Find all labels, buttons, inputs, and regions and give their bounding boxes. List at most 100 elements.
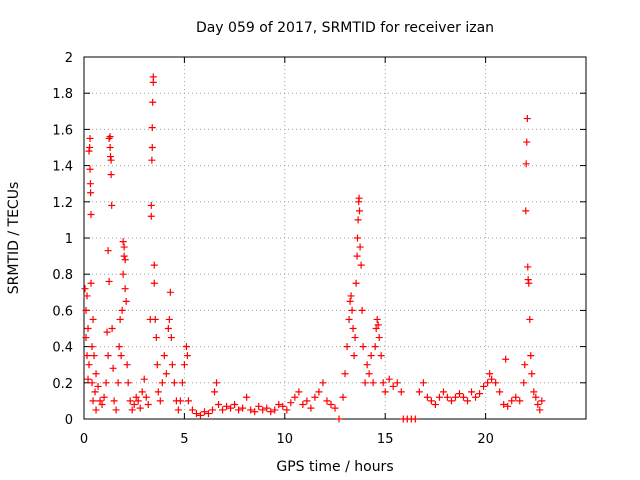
data-point	[243, 393, 251, 401]
data-point	[104, 247, 112, 255]
data-point	[287, 399, 295, 407]
data-point	[108, 325, 116, 332]
data-point	[327, 401, 335, 409]
data-point	[150, 261, 158, 269]
data-point	[84, 375, 92, 383]
y-tick-label: 1.6	[52, 123, 73, 138]
data-point	[105, 277, 113, 285]
data-point	[251, 408, 259, 416]
data-point	[90, 352, 98, 360]
data-point	[521, 361, 529, 369]
data-point	[231, 401, 239, 409]
data-point	[223, 402, 231, 410]
data-point	[128, 406, 136, 414]
data-point	[319, 379, 327, 387]
data-point	[176, 397, 184, 405]
data-point	[142, 393, 150, 401]
data-point	[451, 393, 459, 401]
data-point	[523, 138, 531, 146]
data-point	[356, 243, 364, 251]
data-point	[153, 361, 161, 369]
data-point	[119, 238, 127, 246]
data-point	[160, 352, 168, 360]
y-tick-label: 0	[65, 413, 73, 428]
data-point	[148, 124, 156, 132]
data-point	[148, 156, 156, 164]
data-point	[147, 201, 155, 209]
data-point	[279, 402, 287, 410]
data-point	[508, 397, 516, 405]
data-point	[348, 306, 356, 314]
grid-lines	[84, 57, 586, 419]
data-point	[120, 252, 128, 260]
data-point	[385, 375, 393, 383]
data-point	[299, 401, 307, 409]
data-point	[180, 361, 188, 369]
data-point	[104, 352, 112, 360]
data-point	[393, 379, 401, 387]
data-point	[83, 352, 91, 360]
data-point	[530, 388, 538, 396]
data-point	[492, 379, 500, 387]
data-point	[115, 343, 123, 351]
data-point	[121, 256, 129, 264]
data-point	[149, 73, 157, 81]
data-point	[209, 406, 217, 414]
data-point	[196, 411, 204, 419]
data-point	[94, 382, 102, 390]
data-point	[536, 406, 544, 414]
data-point	[107, 171, 115, 179]
data-point	[148, 144, 156, 151]
data-point	[132, 393, 140, 401]
data-point	[156, 397, 164, 405]
data-point	[117, 352, 125, 360]
data-point	[162, 370, 170, 378]
data-point	[524, 263, 532, 271]
data-point	[271, 406, 279, 414]
data-point	[367, 352, 375, 360]
data-point	[147, 212, 155, 220]
data-point	[516, 397, 524, 405]
axis-ticks: 00.20.40.60.811.21.41.61.820 5 10 15 20	[52, 51, 586, 447]
data-point	[170, 379, 178, 387]
data-point	[184, 397, 192, 405]
data-point	[123, 361, 131, 369]
data-point	[86, 165, 94, 173]
data-point	[373, 315, 381, 323]
data-point	[87, 279, 95, 287]
data-point	[525, 279, 533, 287]
data-point	[311, 393, 319, 401]
data-point	[345, 315, 353, 323]
data-point	[154, 388, 162, 396]
data-point	[107, 153, 115, 161]
data-point	[371, 343, 379, 351]
x-tick-label: 15	[377, 432, 394, 447]
data-point	[379, 379, 387, 387]
data-point	[488, 375, 496, 383]
data-point	[102, 379, 110, 387]
data-point	[215, 401, 223, 409]
data-point	[151, 315, 159, 323]
data-point	[98, 401, 106, 409]
data-point	[534, 401, 542, 409]
data-point	[365, 370, 373, 378]
data-point	[124, 379, 132, 387]
data-point	[358, 306, 366, 314]
data-point	[144, 401, 152, 409]
data-point	[89, 397, 97, 405]
data-point	[343, 343, 351, 351]
data-point	[532, 393, 540, 401]
data-point	[357, 261, 365, 269]
data-point	[235, 406, 243, 414]
data-point	[100, 393, 108, 401]
y-tick-label: 1.8	[52, 87, 73, 102]
data-point	[372, 325, 380, 332]
data-point	[91, 388, 99, 396]
data-point	[502, 355, 510, 363]
data-point	[447, 397, 455, 405]
data-point	[168, 361, 176, 369]
y-tick-label: 0.4	[52, 341, 73, 356]
data-point	[307, 404, 315, 412]
data-point	[188, 406, 196, 414]
